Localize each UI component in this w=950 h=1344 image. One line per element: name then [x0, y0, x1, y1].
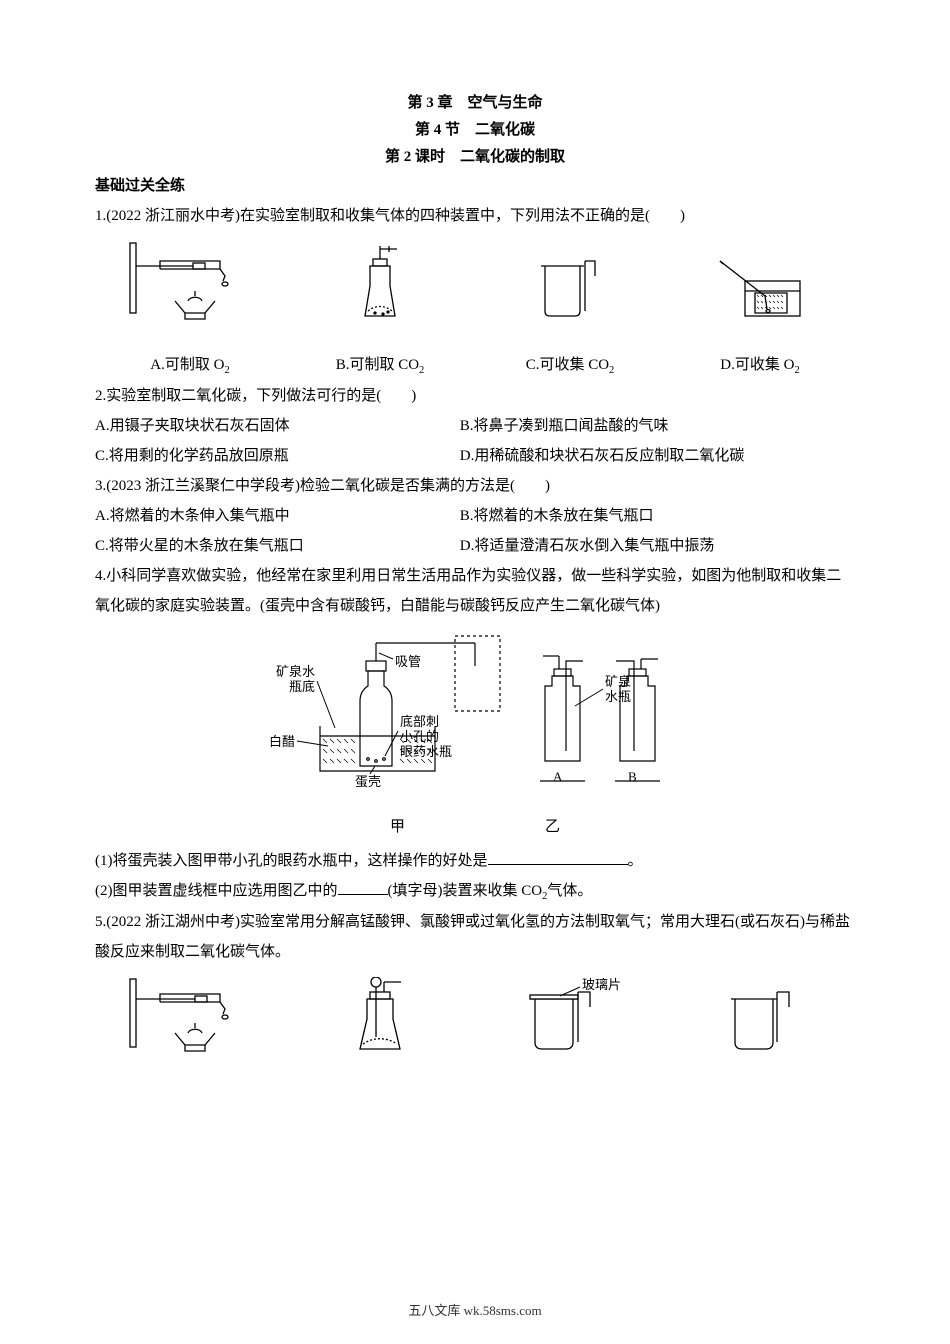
svg-text:矿泉: 矿泉	[605, 674, 631, 689]
q1-opt-d: D.可收集 O2	[665, 350, 855, 381]
page-footer: 五八文库 wk.58sms.com	[0, 1298, 950, 1324]
q1-fig-d	[705, 241, 815, 329]
q4-sub1: (1)将蛋壳装入图甲带小孔的眼药水瓶中，这样操作的好处是。	[95, 846, 855, 876]
q2-opts-row1: A.用镊子夹取块状石灰石固体B.将鼻子凑到瓶口闻盐酸的气味	[95, 411, 855, 441]
q1-fig-a	[125, 241, 255, 329]
blank-1	[488, 864, 628, 865]
q5-stem: 5.(2022 浙江湖州中考)实验室常用分解高锰酸钾、氯酸钾或过氧化氢的方法制取…	[95, 907, 855, 967]
q5-diagrams: 玻璃片	[95, 977, 855, 1070]
svg-text:蛋壳: 蛋壳	[355, 774, 381, 789]
q2-opt-c: C.将用剩的化学药品放回原瓶	[95, 441, 460, 471]
q1-fig-c	[525, 241, 615, 329]
q3-opt-c: C.将带火星的木条放在集气瓶口	[95, 531, 460, 561]
q5-fig-1	[125, 977, 255, 1059]
title-chapter: 第 3 章 空气与生命	[95, 90, 855, 117]
q1-stem-suffix: )	[680, 208, 685, 224]
q1-diagrams	[95, 241, 855, 340]
q2-opt-a: A.用镊子夹取块状石灰石固体	[95, 411, 460, 441]
svg-text:B: B	[628, 769, 637, 784]
q2-opt-b: B.将鼻子凑到瓶口闻盐酸的气味	[460, 411, 825, 441]
svg-text:小孔的: 小孔的	[400, 729, 439, 744]
blank-2	[338, 894, 388, 895]
q1-opt-c: C.可收集 CO2	[475, 350, 665, 381]
q5-fig-4	[715, 977, 805, 1059]
svg-text:眼药水瓶: 眼药水瓶	[400, 744, 452, 759]
title-section: 第 4 节 二氧化碳	[95, 117, 855, 144]
q3-opt-b: B.将燃着的木条放在集气瓶口	[460, 501, 825, 531]
svg-text:吸管: 吸管	[395, 654, 421, 669]
q2-stem: 2.实验室制取二氧化碳，下列做法可行的是( )	[95, 381, 855, 411]
svg-text:底部刺: 底部刺	[400, 714, 439, 729]
q5-fig-3: 玻璃片	[510, 977, 630, 1059]
q3-opt-a: A.将燃着的木条伸入集气瓶中	[95, 501, 460, 531]
q4-sub2: (2)图甲装置虚线框中应选用图乙中的(填字母)装置来收集 CO2气体。	[95, 876, 855, 907]
q3-opts-row2: C.将带火星的木条放在集气瓶口D.将适量澄清石灰水倒入集气瓶中振荡	[95, 531, 855, 561]
svg-text:水瓶: 水瓶	[605, 689, 631, 704]
q4-stem: 4.小科同学喜欢做实验，他经常在家里利用日常生活用品作为实验仪器，做一些科学实验…	[95, 561, 855, 621]
svg-text:A: A	[553, 769, 563, 784]
q4-fig-sublabels: 甲 乙	[95, 812, 855, 842]
q1-fig-b	[335, 241, 425, 329]
svg-text:瓶底: 瓶底	[289, 679, 315, 694]
q1-options: A.可制取 O2 B.可制取 CO2 C.可收集 CO2 D.可收集 O2	[95, 350, 855, 381]
section-label: 基础过关全练	[95, 171, 855, 201]
svg-text:白醋: 白醋	[269, 734, 295, 749]
q4-fig-jia: 甲	[390, 812, 405, 842]
q5-fig-2	[335, 977, 425, 1059]
q3-stem: 3.(2023 浙江兰溪聚仁中学段考)检验二氧化碳是否集满的方法是( )	[95, 471, 855, 501]
svg-text:矿泉水: 矿泉水	[276, 664, 315, 679]
q3-opt-d: D.将适量澄清石灰水倒入集气瓶中振荡	[460, 531, 825, 561]
svg-text:玻璃片: 玻璃片	[582, 977, 621, 992]
q1-opt-a: A.可制取 O2	[95, 350, 285, 381]
q1-stem-prefix: 1.(2022 浙江丽水中考)在实验室制取和收集气体的四种装置中，下列用法不正确…	[95, 208, 650, 224]
title-lesson: 第 2 课时 二氧化碳的制取	[95, 144, 855, 171]
q2-opts-row2: C.将用剩的化学药品放回原瓶D.用稀硫酸和块状石灰石反应制取二氧化碳	[95, 441, 855, 471]
q1-opt-b: B.可制取 CO2	[285, 350, 475, 381]
q3-opts-row1: A.将燃着的木条伸入集气瓶中B.将燃着的木条放在集气瓶口	[95, 501, 855, 531]
q4-fig-yi: 乙	[545, 812, 560, 842]
q1-stem: 1.(2022 浙江丽水中考)在实验室制取和收集气体的四种装置中，下列用法不正确…	[95, 201, 855, 231]
q2-opt-d: D.用稀硫酸和块状石灰石反应制取二氧化碳	[460, 441, 825, 471]
q4-figure: 矿泉水 瓶底 吸管 白醋 底部刺 小孔的 眼药水瓶 蛋壳	[95, 631, 855, 812]
